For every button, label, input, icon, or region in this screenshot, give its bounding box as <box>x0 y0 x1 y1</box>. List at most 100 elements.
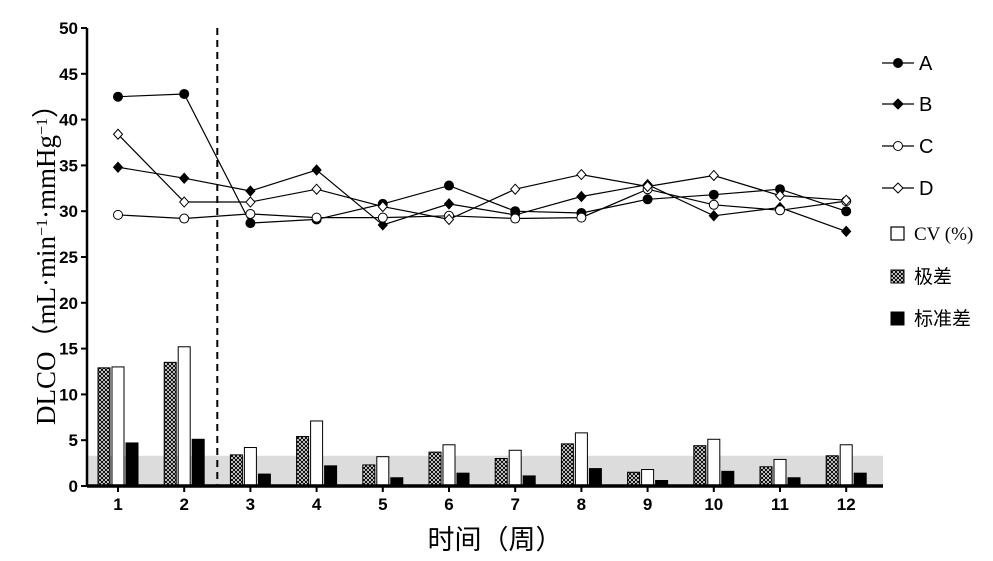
x-tick-label-6: 6 <box>444 495 453 514</box>
x-tick-label-12: 12 <box>837 495 856 514</box>
point-c-11 <box>775 205 785 216</box>
legend-b-label: B <box>919 94 932 116</box>
bar-cv-1 <box>111 366 125 487</box>
bar-range-6 <box>428 451 442 487</box>
y-tick-label-50: 50 <box>59 19 78 38</box>
y-tick-label-0: 0 <box>69 477 78 496</box>
x-tick-label-8: 8 <box>577 495 586 514</box>
point-d-3 <box>245 196 256 208</box>
point-b-6 <box>443 198 455 210</box>
point-b-4 <box>311 164 322 176</box>
bar-cv-6 <box>442 444 456 487</box>
legend-range-label: 极差 <box>914 266 952 288</box>
y-tick-label-5: 5 <box>69 431 78 450</box>
point-a-9 <box>642 194 653 205</box>
point-d-8 <box>576 168 587 181</box>
bar-range-7 <box>494 458 508 487</box>
legend-range-swatch <box>890 269 905 284</box>
x-tick-label-10: 10 <box>704 495 723 514</box>
bar-range-9 <box>627 471 641 487</box>
bar-cv-8 <box>574 432 588 487</box>
x-tick-label-5: 5 <box>378 495 387 514</box>
legend-a-marker <box>893 58 903 68</box>
point-b-1 <box>112 161 124 173</box>
y-tick-label-35: 35 <box>59 156 78 175</box>
y-axis-title-sup2: −1 <box>34 118 51 135</box>
point-d-10 <box>708 169 719 182</box>
point-b-3 <box>245 185 256 197</box>
bar-cv-10 <box>707 438 721 487</box>
point-a-10 <box>708 189 719 200</box>
x-tick-label-3: 3 <box>246 495 255 514</box>
bar-range-5 <box>362 464 376 487</box>
x-axis-title: 时间（周） <box>428 525 563 555</box>
bar-range-4 <box>296 436 310 487</box>
reference-band-layer <box>87 455 883 486</box>
bar-cv-12 <box>839 444 853 487</box>
bar-layer <box>97 346 867 487</box>
point-b-2 <box>179 172 190 184</box>
legend-c-marker <box>893 141 903 151</box>
x-tick-label-4: 4 <box>312 495 322 514</box>
point-d-5 <box>377 200 388 213</box>
x-tick-label-1: 1 <box>113 495 122 514</box>
bar-range-2 <box>163 361 177 487</box>
point-d-9 <box>642 180 653 193</box>
point-a-3 <box>245 218 256 229</box>
series-line-d <box>117 133 847 221</box>
bar-cv-3 <box>243 447 257 487</box>
legend-d-marker <box>892 182 904 194</box>
legend-b-marker <box>892 98 904 110</box>
bar-sd-8 <box>588 468 602 487</box>
bar-cv-4 <box>310 420 324 487</box>
bar-sd-4 <box>324 465 338 487</box>
legend-a-label: A <box>919 53 933 75</box>
y-tick-label-25: 25 <box>59 248 78 267</box>
bar-cv-11 <box>773 458 787 487</box>
y-tick-label-10: 10 <box>59 385 78 404</box>
bar-range-10 <box>693 445 707 487</box>
bar-cv-7 <box>508 449 522 487</box>
x-tick-label-2: 2 <box>179 495 188 514</box>
bar-sd-6 <box>456 472 470 487</box>
bar-cv-5 <box>376 456 390 487</box>
legend-sd-label: 标准差 <box>914 308 971 330</box>
y-tick-label-15: 15 <box>59 340 78 359</box>
point-a-12 <box>841 206 852 217</box>
bar-sd-12 <box>853 472 867 487</box>
bar-sd-2 <box>191 438 205 487</box>
bar-sd-3 <box>257 473 271 487</box>
y-axis-title-part3: ） <box>31 91 61 118</box>
bar-sd-10 <box>721 470 735 487</box>
bar-range-11 <box>759 466 773 487</box>
point-d-12 <box>841 194 852 206</box>
legend-sd-swatch <box>890 311 905 326</box>
point-d-6 <box>443 213 455 226</box>
point-a-6 <box>444 180 454 191</box>
point-b-10 <box>708 210 719 222</box>
series-line-c <box>117 188 847 220</box>
bar-sd-1 <box>125 442 139 487</box>
y-axis-title-part1: DLCO（mL·min <box>31 236 61 425</box>
legend-d-label: D <box>919 178 933 200</box>
point-a-1 <box>113 91 123 102</box>
bar-cv-2 <box>177 346 191 487</box>
x-tick-label-7: 7 <box>510 495 519 514</box>
series-line-b <box>117 166 847 232</box>
point-c-3 <box>245 208 256 219</box>
legend-cv-swatch <box>890 226 905 241</box>
x-tick-label-11: 11 <box>771 495 789 514</box>
reference-band <box>87 455 883 486</box>
point-c-1 <box>113 209 123 220</box>
point-c-7 <box>510 213 521 224</box>
bar-range-12 <box>825 455 839 487</box>
x-tick-label-9: 9 <box>643 495 652 514</box>
y-tick-label-20: 20 <box>59 294 78 313</box>
y-tick-label-30: 30 <box>59 202 78 221</box>
y-axis-title: DLCO（mL·min−1·mmHg−1） <box>31 91 61 425</box>
point-c-4 <box>311 212 322 223</box>
point-d-4 <box>311 183 322 195</box>
point-b-5 <box>377 219 388 231</box>
